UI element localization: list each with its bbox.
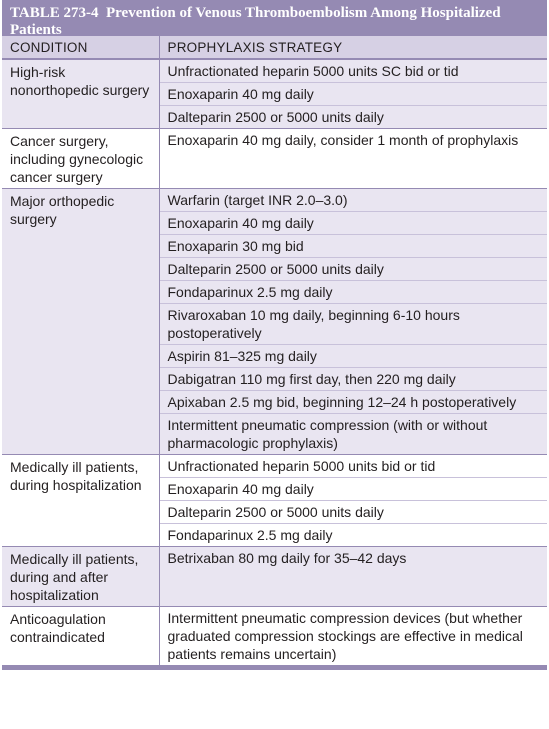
- strategy-item: Enoxaparin 30 mg bid: [159, 235, 547, 258]
- strategy-item: Unfractionated heparin 5000 units SC bid…: [159, 60, 547, 83]
- strategy-item: Warfarin (target INR 2.0–3.0): [159, 189, 547, 212]
- strategy-cell: Warfarin (target INR 2.0–3.0) Enoxaparin …: [159, 188, 547, 455]
- strategy-item: Betrixaban 80 mg daily for 35–42 days: [167, 550, 407, 566]
- table-row: High-risk nonorthopedic surgery Unfractio…: [2, 59, 547, 129]
- strategy-item: Dalteparin 2500 or 5000 units daily: [159, 258, 547, 281]
- table-row: Medically ill patients, during hospitali…: [2, 454, 547, 547]
- condition-cell: Major orthopedic surgery: [2, 188, 160, 455]
- strategy-cell: Unfractionated heparin 5000 units SC bid…: [159, 59, 547, 129]
- header-strategy: PROPHYLAXIS STRATEGY: [159, 36, 547, 60]
- header-condition: CONDITION: [2, 36, 160, 60]
- strategy-item: Enoxaparin 40 mg daily: [159, 83, 547, 106]
- table-row: Cancer surgery, including gynecologic ca…: [2, 128, 547, 189]
- strategy-item: Intermittent pneumatic compression (with…: [167, 417, 488, 451]
- strategy-item: Enoxaparin 40 mg daily: [159, 478, 547, 501]
- strategy-item: Intermittent pneumatic compression devic…: [167, 610, 523, 662]
- strategy-cell: Enoxaparin 40 mg daily, consider 1 month…: [159, 129, 547, 189]
- table-bottom-rule: [2, 666, 547, 670]
- table-row: Medically ill patients, during and after…: [2, 546, 547, 607]
- prophylaxis-table: CONDITION PROPHYLAXIS STRATEGY High-risk…: [2, 36, 547, 666]
- condition-cell: Anticoagulation contraindicated: [2, 606, 160, 666]
- strategy-item: Dalteparin 2500 or 5000 units daily: [159, 501, 547, 524]
- table-body: High-risk nonorthopedic surgery Unfractio…: [2, 59, 547, 666]
- table-title-text: Prevention of Venous Thromboembolism Amo…: [10, 5, 501, 38]
- vte-prevention-table: TABLE 273-4 Prevention of Venous Thrombo…: [2, 0, 547, 670]
- strategy-cell: Unfractionated heparin 5000 units bid or…: [159, 455, 547, 547]
- strategy-item: Dabigatran 110 mg first day, then 220 mg…: [159, 368, 547, 391]
- header-row: CONDITION PROPHYLAXIS STRATEGY: [2, 36, 547, 60]
- strategy-item: Dalteparin 2500 or 5000 units daily: [167, 109, 384, 125]
- strategy-cell: Betrixaban 80 mg daily for 35–42 days: [159, 546, 547, 607]
- strategy-item: Enoxaparin 40 mg daily, consider 1 month…: [167, 132, 519, 148]
- condition-cell: Medically ill patients, during and after…: [2, 546, 160, 607]
- strategy-item: Apixaban 2.5 mg bid, beginning 12–24 h p…: [159, 391, 547, 414]
- strategy-item: Aspirin 81–325 mg daily: [159, 345, 547, 368]
- condition-cell: Medically ill patients, during hospitali…: [2, 454, 160, 547]
- table-row: Major orthopedic surgery Warfarin (target…: [2, 188, 547, 455]
- condition-cell: Cancer surgery, including gynecologic ca…: [2, 128, 160, 189]
- strategy-item: Unfractionated heparin 5000 units bid or…: [159, 455, 547, 478]
- table-row: Anticoagulation contraindicated Intermitt…: [2, 606, 547, 666]
- strategy-item: Fondaparinux 2.5 mg daily: [159, 281, 547, 304]
- table-number: TABLE 273-4: [10, 5, 99, 21]
- table-title: TABLE 273-4 Prevention of Venous Thrombo…: [2, 0, 547, 38]
- strategy-cell: Intermittent pneumatic compression devic…: [159, 607, 547, 666]
- strategy-item: Rivaroxaban 10 mg daily, beginning 6-10 …: [159, 304, 547, 345]
- condition-cell: High-risk nonorthopedic surgery: [2, 59, 160, 129]
- strategy-item: Enoxaparin 40 mg daily: [159, 212, 547, 235]
- strategy-item: Fondaparinux 2.5 mg daily: [167, 527, 333, 543]
